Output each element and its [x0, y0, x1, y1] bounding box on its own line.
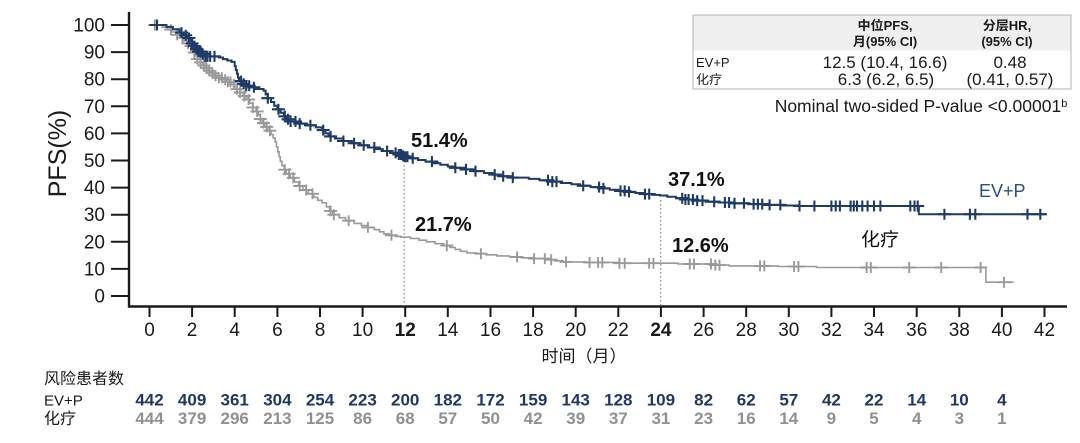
svg-text:213: 213	[263, 409, 291, 428]
svg-text:60: 60	[84, 124, 105, 145]
svg-text:4: 4	[997, 391, 1007, 410]
svg-text:2: 2	[187, 320, 198, 341]
svg-text:6: 6	[272, 320, 283, 341]
svg-text:22: 22	[865, 391, 884, 410]
svg-text:50: 50	[84, 151, 105, 172]
svg-text:100: 100	[73, 16, 105, 37]
svg-text:82: 82	[694, 391, 713, 410]
svg-text:90: 90	[84, 43, 105, 64]
svg-text:62: 62	[737, 391, 756, 410]
svg-text:38: 38	[949, 320, 970, 341]
svg-text:39: 39	[566, 409, 585, 428]
svg-text:4: 4	[229, 320, 240, 341]
svg-text:20: 20	[565, 320, 586, 341]
svg-text:14: 14	[779, 409, 798, 428]
svg-text:37.1%: 37.1%	[668, 169, 725, 191]
svg-text:21.7%: 21.7%	[415, 214, 472, 236]
svg-text:30: 30	[84, 205, 105, 226]
svg-text:223: 223	[348, 391, 376, 410]
svg-text:86: 86	[353, 409, 372, 428]
svg-text:4: 4	[912, 409, 922, 428]
svg-text:0: 0	[144, 320, 155, 341]
svg-text:PFS,: PFS,	[884, 18, 913, 33]
svg-text:42: 42	[822, 391, 841, 410]
svg-text:42: 42	[524, 409, 543, 428]
svg-text:31: 31	[651, 409, 670, 428]
svg-text:57: 57	[779, 391, 798, 410]
svg-text:57: 57	[438, 409, 457, 428]
svg-text:EV+P: EV+P	[696, 55, 730, 70]
svg-text:37: 37	[609, 409, 628, 428]
svg-text:70: 70	[84, 97, 105, 118]
svg-text:296: 296	[221, 409, 249, 428]
svg-text:32: 32	[821, 320, 842, 341]
svg-text:12.5 (10.4, 16.6): 12.5 (10.4, 16.6)	[823, 53, 948, 72]
svg-text:10: 10	[950, 391, 969, 410]
svg-text:1: 1	[997, 409, 1006, 428]
svg-text:12.6%: 12.6%	[672, 235, 729, 257]
svg-text:PFS(%): PFS(%)	[44, 110, 72, 198]
svg-text:172: 172	[476, 391, 504, 410]
svg-text:51.4%: 51.4%	[411, 130, 468, 152]
svg-text:(0.41, 0.57): (0.41, 0.57)	[967, 70, 1054, 89]
svg-text:36: 36	[906, 320, 927, 341]
svg-text:40: 40	[84, 178, 105, 199]
svg-text:80: 80	[84, 70, 105, 91]
svg-text:5: 5	[869, 409, 878, 428]
svg-text:(95% CI): (95% CI)	[866, 34, 917, 49]
svg-text:6.3 (6.2, 6.5): 6.3 (6.2, 6.5)	[838, 70, 934, 89]
svg-text:14: 14	[907, 391, 926, 410]
svg-text:20: 20	[84, 232, 105, 253]
svg-text:0.48: 0.48	[993, 53, 1026, 72]
svg-text:125: 125	[306, 409, 334, 428]
svg-text:22: 22	[608, 320, 629, 341]
svg-text:159: 159	[519, 391, 547, 410]
svg-text:304: 304	[263, 391, 292, 410]
svg-text:16: 16	[480, 320, 501, 341]
svg-text:444: 444	[135, 409, 164, 428]
svg-text:12: 12	[395, 320, 416, 341]
svg-text:HR,: HR,	[1009, 18, 1031, 33]
svg-text:8: 8	[315, 320, 326, 341]
svg-text:23: 23	[694, 409, 713, 428]
svg-text:0: 0	[94, 287, 105, 308]
svg-text:143: 143	[562, 391, 590, 410]
svg-text:16: 16	[737, 409, 756, 428]
svg-text:379: 379	[178, 409, 206, 428]
svg-text:442: 442	[135, 391, 163, 410]
svg-text:3: 3	[955, 409, 964, 428]
svg-text:42: 42	[1034, 320, 1055, 341]
svg-text:24: 24	[650, 320, 672, 341]
svg-text:409: 409	[178, 391, 206, 410]
svg-text:50: 50	[481, 409, 500, 428]
svg-text:254: 254	[306, 391, 335, 410]
svg-text:(95% CI): (95% CI)	[981, 34, 1032, 49]
svg-text:26: 26	[693, 320, 714, 341]
svg-text:109: 109	[647, 391, 675, 410]
svg-text:40: 40	[991, 320, 1012, 341]
svg-text:68: 68	[396, 409, 415, 428]
svg-text:10: 10	[84, 259, 105, 280]
svg-text:361: 361	[221, 391, 249, 410]
svg-text:28: 28	[736, 320, 757, 341]
svg-text:Nominal two-sided P-value <0.0: Nominal two-sided P-value <0.00001b	[775, 96, 1068, 116]
svg-text:182: 182	[434, 391, 462, 410]
svg-text:EV+P: EV+P	[44, 393, 83, 410]
svg-text:18: 18	[523, 320, 544, 341]
svg-text:34: 34	[863, 320, 885, 341]
svg-text:128: 128	[604, 391, 632, 410]
svg-text:EV+P: EV+P	[979, 181, 1026, 201]
svg-text:30: 30	[778, 320, 799, 341]
svg-text:9: 9	[827, 409, 836, 428]
svg-text:200: 200	[391, 391, 419, 410]
svg-text:14: 14	[437, 320, 459, 341]
svg-text:10: 10	[352, 320, 373, 341]
